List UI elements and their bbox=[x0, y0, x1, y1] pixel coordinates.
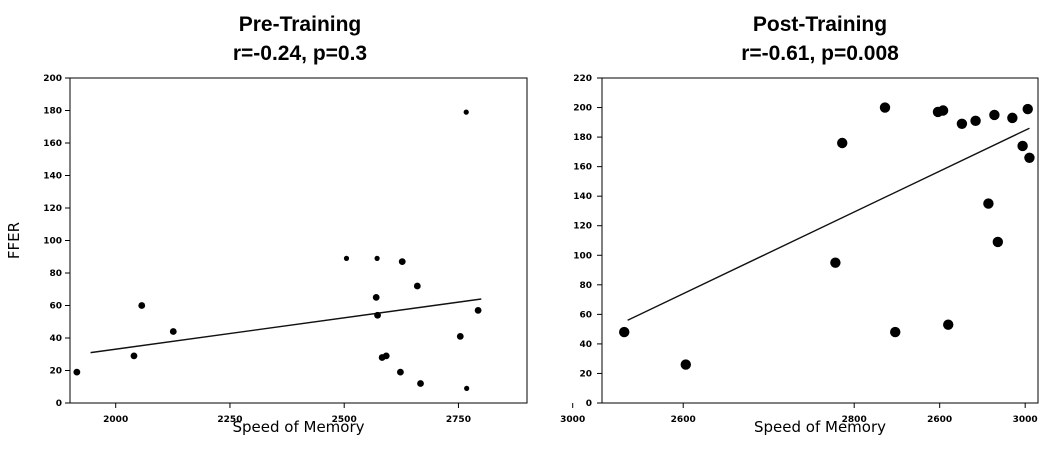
data-point bbox=[956, 118, 968, 129]
y-tick-label: 200 bbox=[573, 104, 592, 114]
y-tick-label: 120 bbox=[43, 204, 62, 214]
data-point bbox=[1017, 140, 1028, 152]
y-tick-label: 0 bbox=[56, 399, 62, 409]
data-point bbox=[413, 282, 421, 290]
trend-line bbox=[90, 298, 482, 354]
data-point bbox=[382, 352, 390, 360]
data-point bbox=[130, 352, 138, 360]
x-tick-label: 2500 bbox=[332, 415, 357, 425]
y-tick-label: 40 bbox=[49, 334, 62, 344]
y-tick-label: 80 bbox=[49, 269, 62, 279]
chart-panel-2: Post-Training r=-0.61, p=0.008 0 20 40 60 80 10… bbox=[573, 13, 1039, 436]
y-tick-label: 140 bbox=[43, 172, 62, 182]
data-point bbox=[983, 198, 994, 209]
chart-subtitle: r=-0.24, p=0.3 bbox=[233, 42, 367, 65]
y-tick-label: 60 bbox=[579, 310, 592, 320]
data-point bbox=[374, 311, 381, 319]
data-point bbox=[73, 368, 81, 376]
y-tick-label: 220 bbox=[573, 74, 592, 84]
data-point bbox=[619, 326, 630, 338]
data-point bbox=[398, 258, 406, 266]
data-point bbox=[830, 257, 841, 268]
x-tick-label: 2250 bbox=[217, 415, 242, 425]
data-point bbox=[837, 137, 848, 149]
data-point bbox=[372, 293, 380, 301]
y-tick-label: 140 bbox=[573, 192, 592, 202]
data-point bbox=[992, 236, 1004, 248]
data-point bbox=[374, 255, 380, 261]
y-tick-label: 20 bbox=[49, 367, 62, 377]
data-point bbox=[397, 368, 404, 376]
trend-line bbox=[627, 127, 1030, 321]
x-tick-label: 2600 bbox=[927, 415, 952, 425]
chart-title: Pre-Training bbox=[239, 13, 362, 36]
y-tick-label: 20 bbox=[579, 369, 592, 379]
data-point bbox=[474, 306, 482, 314]
data-point bbox=[343, 255, 350, 261]
data-point bbox=[463, 109, 469, 115]
y-tick-label: 180 bbox=[43, 107, 62, 117]
y-tick-label: 100 bbox=[43, 237, 62, 247]
y-tick-label: 0 bbox=[586, 399, 592, 409]
x-tick-label: 2800 bbox=[842, 415, 867, 425]
y-axis-label: FFER bbox=[5, 222, 23, 259]
y-tick-label: 80 bbox=[579, 281, 592, 291]
data-point bbox=[1022, 103, 1033, 115]
data-point bbox=[989, 109, 1000, 121]
data-point bbox=[943, 319, 954, 330]
data-point bbox=[464, 385, 470, 391]
y-tick-label: 100 bbox=[573, 251, 592, 261]
data-point bbox=[879, 102, 891, 113]
data-point bbox=[937, 105, 949, 116]
y-tick-label: 60 bbox=[49, 302, 62, 312]
x-tick-label: 3000 bbox=[560, 415, 585, 425]
y-tick-label: 40 bbox=[579, 340, 592, 350]
x-axis-label: Speed of Memory bbox=[754, 418, 886, 436]
data-point bbox=[456, 332, 464, 340]
y-tick-label: 160 bbox=[573, 163, 592, 173]
data-point bbox=[1007, 112, 1018, 124]
x-tick-label: 3000 bbox=[1013, 415, 1038, 425]
chart-subtitle: r=-0.61, p=0.008 bbox=[741, 42, 899, 65]
data-point bbox=[138, 302, 146, 309]
x-axis-label: Speed of Memory bbox=[232, 418, 364, 436]
chart-title: Post-Training bbox=[753, 13, 887, 36]
x-tick-label: 2750 bbox=[446, 415, 471, 425]
data-point bbox=[890, 326, 901, 338]
y-tick-label: 180 bbox=[573, 133, 592, 143]
y-tick-label: 200 bbox=[43, 74, 62, 84]
plot-frame bbox=[69, 77, 528, 404]
data-point bbox=[680, 359, 691, 370]
data-point bbox=[970, 115, 981, 127]
data-point bbox=[1024, 152, 1035, 163]
x-tick-label: 2600 bbox=[671, 415, 696, 425]
chart-panel-1: Pre-Training r=-0.24, p=0.3 0 20 40 60 80 100 12… bbox=[5, 13, 585, 436]
x-tick-label: 2000 bbox=[103, 415, 128, 425]
data-point bbox=[417, 380, 424, 387]
data-point bbox=[169, 328, 177, 335]
plot-frame bbox=[601, 77, 1039, 404]
y-tick-label: 160 bbox=[43, 139, 62, 149]
y-tick-label: 120 bbox=[573, 222, 592, 232]
